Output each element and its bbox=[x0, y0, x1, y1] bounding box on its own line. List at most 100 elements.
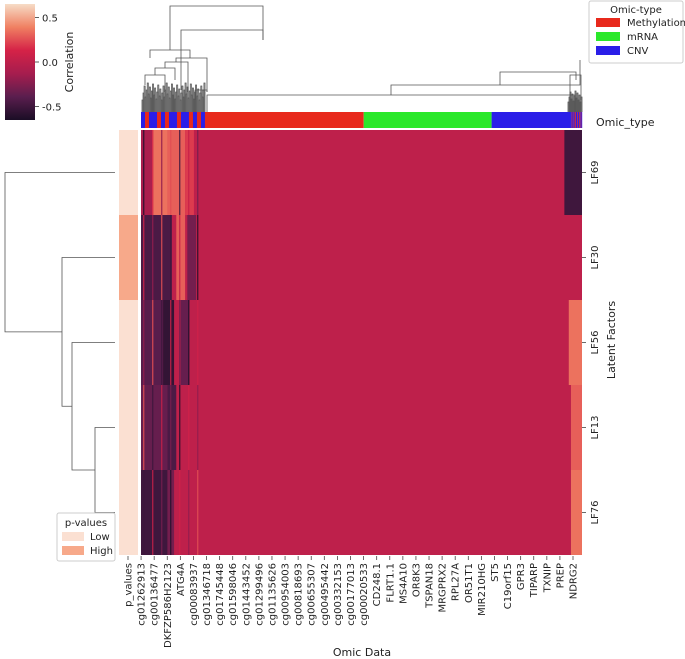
omic-type-segment bbox=[572, 112, 574, 128]
heatmap-cell-block bbox=[167, 385, 177, 470]
heatmap-stripe bbox=[152, 130, 154, 215]
x-tick-label: cg00083937 bbox=[189, 563, 200, 626]
x-tick-label: TIPARP bbox=[529, 563, 540, 598]
p-value-cell bbox=[119, 300, 138, 385]
heatmap-stripe bbox=[179, 385, 181, 470]
omic-type-segment bbox=[192, 112, 198, 128]
omic-type-segment bbox=[573, 112, 574, 128]
heatmap-stripe bbox=[143, 385, 145, 470]
x-tick-label: p_values bbox=[124, 563, 135, 607]
x-tick-label: cg00495442 bbox=[320, 563, 331, 626]
heatmap-stripe bbox=[161, 470, 163, 555]
heatmap-stripe bbox=[179, 130, 181, 215]
dendrogram-link bbox=[71, 342, 115, 471]
heatmap-cell-block bbox=[570, 385, 582, 470]
omic-type-segment bbox=[570, 112, 572, 128]
x-tick-label: OR51T1 bbox=[464, 563, 475, 603]
heatmap-stripe bbox=[152, 385, 154, 470]
dendrogram-link bbox=[169, 5, 264, 50]
x-tick-label: cg00332153 bbox=[333, 563, 344, 626]
colorbar-ticks: 0.5 0.0 -0.5 bbox=[35, 13, 62, 114]
x-tick-label: cg01346718 bbox=[202, 563, 213, 626]
x-tick-label: cg00020533 bbox=[359, 563, 370, 626]
heatmap-stripe bbox=[197, 130, 199, 215]
p-value-legend-label: High bbox=[90, 546, 113, 557]
p-value-cell bbox=[119, 385, 138, 470]
omic-type-segment bbox=[176, 112, 182, 128]
omic-type-legend-swatch bbox=[596, 18, 620, 27]
omic-type-segment bbox=[152, 112, 158, 128]
x-tick-label: cg01262913 bbox=[137, 563, 148, 626]
omic-type-segment bbox=[184, 112, 190, 128]
x-tick-label: cg01135626 bbox=[267, 563, 278, 626]
colorbar-gradient bbox=[5, 4, 35, 120]
heatmap-stripe bbox=[170, 215, 172, 300]
x-tick-label: RPL27A bbox=[451, 563, 462, 601]
omic-type-segment bbox=[577, 112, 579, 128]
heatmap-stripe bbox=[188, 470, 190, 555]
heatmap-stripe bbox=[197, 385, 199, 470]
heatmap-cell-block bbox=[141, 385, 168, 470]
omic-type-segment bbox=[574, 112, 576, 128]
dendrogram-link bbox=[206, 94, 576, 112]
x-tick-label: NDRG2 bbox=[569, 563, 580, 599]
x-tick-label: cg01443452 bbox=[241, 563, 252, 626]
heatmap-cell-block bbox=[141, 470, 168, 555]
row-labels: LF69 LF30 LF56 LF13 LF76 bbox=[582, 160, 601, 525]
dendrogram-link bbox=[580, 96, 583, 112]
omic-type-segment bbox=[168, 112, 174, 128]
p-value-legend-title: p-values bbox=[65, 518, 107, 529]
x-tick-label: ST5 bbox=[490, 563, 501, 582]
heatmap-cell-block bbox=[185, 130, 194, 215]
row-label: LF69 bbox=[590, 160, 601, 184]
dendrogram-link bbox=[390, 60, 581, 95]
p-value-legend-swatch bbox=[62, 532, 84, 541]
x-tick-label: cg01745448 bbox=[215, 563, 226, 626]
heatmap-cell-block bbox=[167, 130, 186, 215]
heatmap-cell-block bbox=[141, 215, 172, 300]
heatmap-cell-block bbox=[568, 300, 582, 385]
x-tick-label: FLRT1.1 bbox=[385, 563, 396, 603]
row-dendrogram bbox=[4, 172, 115, 513]
heatmap-stripe bbox=[188, 385, 190, 470]
x-tick-label: cg00655307 bbox=[307, 563, 318, 626]
x-tick-label: TSPAN18 bbox=[425, 563, 436, 609]
omic-type-legend-label: mRNA bbox=[627, 32, 658, 43]
omic-type-segment bbox=[573, 112, 575, 128]
heatmap-stripe bbox=[179, 300, 181, 385]
omic-type-row-label: Omic_type bbox=[596, 116, 655, 129]
p-value-cell bbox=[119, 470, 138, 555]
colorbar-label: Correlation bbox=[63, 32, 76, 93]
omic-type-segment bbox=[164, 112, 170, 128]
heatmap-cells bbox=[141, 130, 582, 555]
x-tick-label: cg01598046 bbox=[228, 563, 239, 626]
heatmap-stripe bbox=[197, 215, 199, 300]
omic-type-segment bbox=[160, 112, 166, 128]
dendrogram-link bbox=[175, 57, 208, 92]
heatmap-stripe bbox=[197, 300, 199, 385]
heatmap-stripe bbox=[179, 470, 181, 555]
heatmap-stripe bbox=[143, 130, 145, 215]
heatmap-stripe bbox=[179, 215, 181, 300]
omic-type-legend-swatch bbox=[596, 46, 620, 55]
omic-type-segment bbox=[200, 112, 206, 128]
p-value-legend-swatch bbox=[62, 546, 84, 555]
dendrogram-link bbox=[94, 427, 115, 513]
heatmap-stripe bbox=[197, 470, 199, 555]
heatmap-cell-block bbox=[163, 300, 175, 385]
heatmap-cell-block bbox=[176, 215, 186, 300]
dendrogram-link bbox=[4, 172, 115, 333]
heatmap-cell-block bbox=[570, 470, 582, 555]
heatmap-stripe bbox=[188, 215, 190, 300]
heatmap-stripe bbox=[143, 300, 145, 385]
omic-type-segment bbox=[577, 112, 579, 128]
x-tick-label: cg00177013 bbox=[346, 563, 357, 626]
p-value-legend-label: Low bbox=[90, 532, 110, 543]
dendrogram-link bbox=[61, 257, 115, 407]
dendrogram-link bbox=[569, 74, 582, 100]
x-tick-label: MS4A10 bbox=[398, 563, 409, 604]
omic-type-legend-label: Methylation bbox=[627, 18, 685, 29]
heatmap-stripe bbox=[170, 470, 172, 555]
x-tick-label: ATG4A bbox=[176, 563, 187, 596]
omic-type-segment bbox=[363, 112, 492, 128]
